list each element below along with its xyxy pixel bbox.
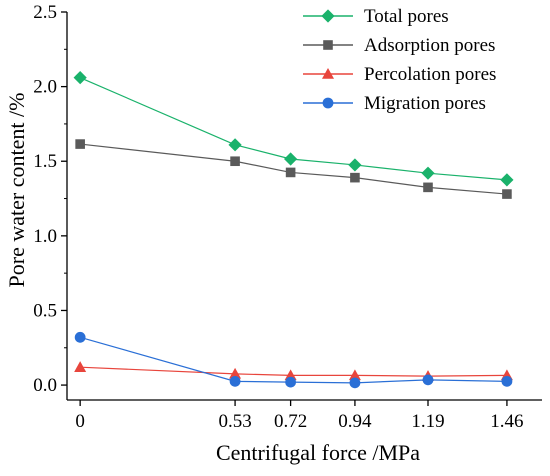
legend-item: Migration pores [303,93,486,114]
legend-label: Percolation pores [364,64,496,85]
data-point [285,167,296,178]
legend-marker [322,97,334,109]
data-point [284,152,298,166]
data-point [422,374,434,386]
legend-label: Adsorption pores [364,35,495,56]
series-line [80,366,507,377]
legend-marker [322,68,334,79]
axes: 0.0 0.5 1.0 1.5 2.0 2.5 0 0.53 0.72 0.94 1.19 1.46 [33,2,542,432]
y-axis-title: Pore water content /% [4,93,29,288]
series-line [80,143,507,195]
data-point [285,376,297,388]
series-line [79,77,507,181]
x-tick-label: 1.19 [411,411,444,432]
y-tick-label: 0.0 [33,375,57,396]
x-tick-label: 0.72 [274,411,307,432]
y-tick-label: 1.0 [33,226,57,247]
data-point [501,375,513,387]
series-migration-pores [74,331,513,389]
data-point [349,377,361,389]
data-point [74,361,87,372]
data-point [502,189,512,199]
data-point [73,71,87,85]
data-point [421,166,435,180]
data-point [350,172,360,183]
data-point [229,375,241,387]
series-line [79,336,507,384]
legend-marker [321,9,335,23]
legend-label: Migration pores [364,93,486,114]
legend-item: Percolation pores [303,64,496,85]
x-tick-label: 0.53 [218,411,251,432]
series-total-pores [73,71,514,187]
data-point [75,139,85,149]
data-point [348,158,362,172]
y-tick-label: 0.5 [33,300,57,321]
series-layer [73,71,514,389]
y-tick-label: 2.5 [33,2,57,23]
x-tick-label: 1.46 [490,411,523,432]
data-point [500,173,514,187]
x-axis-title: Centrifugal force /MPa [216,440,420,465]
legend-label: Total pores [364,6,449,27]
series-adsorption-pores [75,139,512,199]
data-point [229,367,242,379]
legend: Total pores Adsorption pores Percolation p… [303,6,496,114]
y-tick-label: 1.5 [33,151,57,172]
data-point [230,156,240,167]
x-tick-label: 0 [75,411,85,432]
data-point [74,331,86,343]
legend-marker [323,40,333,50]
legend-item: Total pores [303,6,449,27]
data-point [284,369,297,381]
data-point [423,182,433,193]
data-point [348,369,361,381]
data-point [228,138,242,152]
legend-item: Adsorption pores [303,35,495,56]
y-tick-label: 2.0 [33,77,57,98]
x-tick-label: 0.94 [338,411,372,432]
